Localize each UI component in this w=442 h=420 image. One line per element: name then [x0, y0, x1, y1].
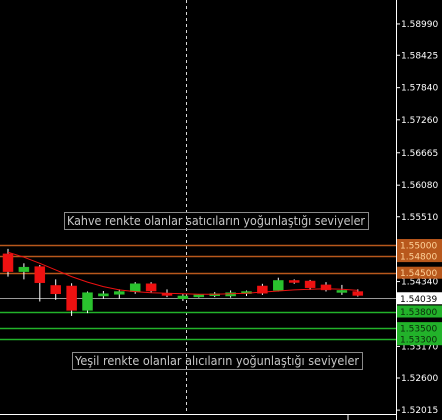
y-tick-label: 1.54340 — [401, 278, 438, 288]
level-price-label: 1.54800 — [400, 253, 437, 263]
annotation-text: Yeşil renkte olanlar alıcıların yoğunlaş… — [74, 354, 359, 368]
annotation-box — [72, 352, 363, 370]
level-price-label: 1.53300 — [400, 336, 437, 346]
y-tick-label: 1.53170 — [401, 342, 438, 352]
candle-bear — [320, 284, 332, 291]
candle-bear — [352, 291, 364, 296]
annotation-text: Kahve renkte olanlar satıcıların yoğunla… — [67, 214, 365, 228]
candle-bear — [34, 266, 46, 283]
candle-bear — [66, 285, 77, 311]
candle-bull — [336, 290, 348, 293]
candle-bull — [114, 291, 125, 295]
moving-average-line — [7, 251, 358, 295]
candle-bull — [129, 283, 141, 292]
y-tick-label: 1.57840 — [401, 84, 438, 94]
level-price-tag-seller — [397, 266, 442, 279]
level-price-label: 1.53500 — [400, 325, 437, 335]
level-price-tag-seller — [397, 239, 442, 252]
y-tick-label: 1.58425 — [401, 51, 438, 61]
candle-bull — [177, 295, 189, 300]
candle-bear — [145, 283, 157, 292]
candle-bull — [18, 266, 30, 272]
y-tick-label: 1.52015 — [401, 406, 438, 416]
candle-bull — [193, 294, 205, 298]
annotation-box — [64, 212, 369, 230]
candle-bear — [304, 280, 316, 288]
candle-bear — [257, 285, 268, 294]
level-price-tag-buyer — [397, 333, 442, 346]
level-price-label: 1.54500 — [400, 269, 437, 279]
level-price-tag-seller — [397, 250, 442, 263]
y-tick-label: 1.56080 — [401, 181, 438, 191]
level-price-tag-buyer — [397, 322, 442, 335]
y-tick-label: 1.55510 — [401, 213, 438, 223]
current-price-label: 1.54039 — [400, 295, 437, 305]
level-price-tag-buyer — [397, 305, 442, 318]
level-price-label: 1.55000 — [400, 242, 437, 252]
y-tick-label: 1.57260 — [401, 116, 438, 126]
candle-bull — [273, 280, 284, 291]
candle-bear — [288, 280, 300, 283]
candle-bull — [82, 292, 93, 311]
y-tick-label: 1.56665 — [401, 149, 438, 159]
y-tick-label: 1.58990 — [401, 20, 438, 30]
candle-bear — [2, 253, 14, 272]
candle-bull — [98, 293, 109, 297]
level-price-label: 1.53800 — [400, 308, 437, 318]
y-tick-label: 1.52600 — [401, 374, 438, 384]
current-price-tag — [397, 292, 442, 305]
candle-bear — [50, 285, 61, 295]
